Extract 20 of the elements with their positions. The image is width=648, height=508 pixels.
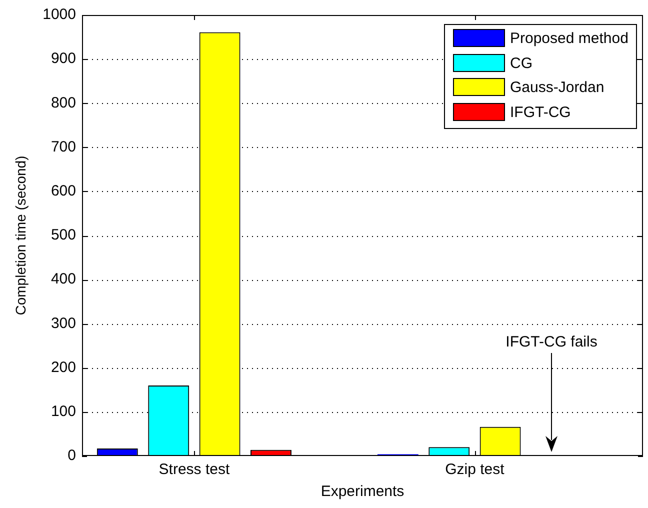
x-tick-label: Gzip test: [445, 461, 506, 478]
legend-label: CG: [510, 55, 532, 72]
y-tick-label: 600: [50, 182, 76, 200]
y-tick-label: 700: [50, 138, 76, 156]
y-tick-label: 1000: [42, 6, 76, 24]
y-tick-label: 900: [50, 50, 76, 68]
legend-label: Proposed method: [510, 30, 628, 48]
legend-label: Gauss-Jordan: [510, 79, 604, 96]
y-tick-label: 500: [50, 226, 76, 244]
x-tick-label: Stress test: [158, 461, 230, 478]
y-axis-title: Completion time (second): [12, 156, 28, 316]
y-tick-label: 100: [50, 403, 76, 420]
y-tick-label: 800: [50, 94, 76, 112]
y-tick-label: 0: [68, 447, 76, 464]
legend-label: IFGT-CG: [510, 104, 571, 122]
x-axis-title: Experiments: [320, 483, 404, 500]
annotation: IFGT-CG fails: [506, 334, 598, 351]
y-tick-label: 400: [50, 270, 76, 288]
y-tick-label: 200: [50, 358, 76, 376]
y-tick-label: 300: [50, 314, 76, 332]
